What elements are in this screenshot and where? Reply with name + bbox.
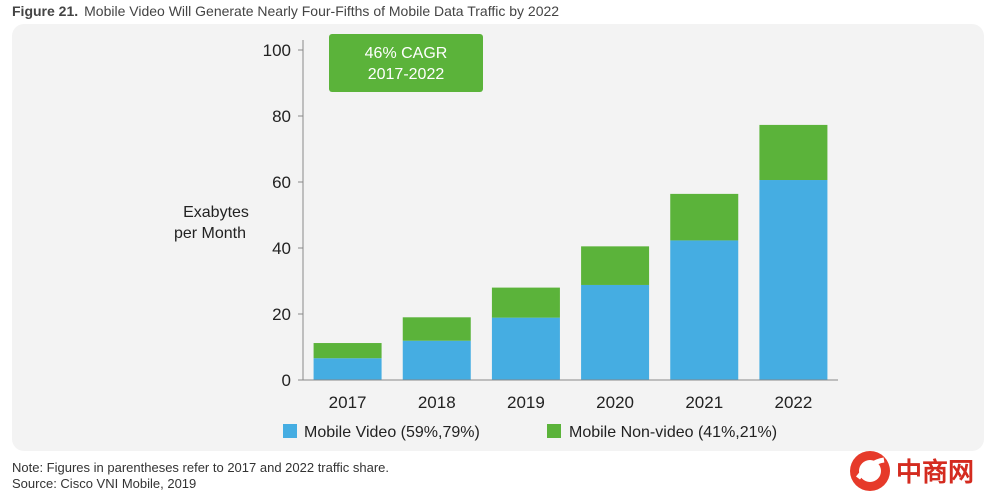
bar-mobile-video-2019 [491, 317, 560, 380]
x-tick-label-2019: 2019 [507, 393, 545, 412]
x-tick-label-2022: 2022 [775, 393, 813, 412]
legend-label-mobile-non-video: Mobile Non-video (41%,21%) [569, 424, 777, 441]
x-axis-labels: 2017 2018 2019 2020 2021 2022 [329, 393, 813, 412]
legend-swatch-mobile-non-video [547, 424, 561, 438]
legend: Mobile Video (59%,79%) Mobile Non-video … [283, 424, 777, 441]
bar-mobile-non-video-2022 [759, 124, 828, 181]
bars-group [313, 124, 828, 380]
stacked-bar-chart: Exabytes per Month 0 20 40 60 80 100 2017 2018… [174, 34, 838, 441]
figure-number: Figure 21. [12, 3, 79, 19]
cagr-callout-box [329, 34, 483, 92]
y-axis-title-line-1: Exabytes [183, 204, 249, 221]
zhongshang-logo: 中商网 [850, 451, 974, 491]
legend-label-mobile-video: Mobile Video (59%,79%) [304, 424, 480, 441]
bar-mobile-video-2021 [670, 240, 739, 380]
bar-mobile-video-2017 [313, 358, 382, 380]
cagr-callout-line-1: 46% CAGR [365, 45, 448, 62]
figure-caption: Figure 21. Mobile Video Will Generate Nea… [12, 3, 559, 19]
logo-mark-inner-icon [859, 460, 881, 482]
cagr-callout: 46% CAGR 2017-2022 [329, 34, 483, 92]
bar-mobile-non-video-2020 [581, 246, 650, 285]
bar-mobile-non-video-2021 [670, 193, 739, 241]
y-tick-label: 100 [263, 41, 291, 60]
bar-mobile-non-video-2019 [491, 287, 560, 318]
y-tick-label: 0 [282, 371, 291, 390]
figure-title: Mobile Video Will Generate Nearly Four-F… [84, 3, 560, 19]
y-tick-label: 20 [272, 305, 291, 324]
legend-swatch-mobile-video [283, 424, 297, 438]
x-tick-label-2021: 2021 [685, 393, 723, 412]
footnotes: Note: Figures in parentheses refer to 20… [12, 460, 389, 492]
y-tick-label: 80 [272, 107, 291, 126]
source-text: Source: Cisco VNI Mobile, 2019 [12, 476, 197, 491]
x-tick-label-2020: 2020 [596, 393, 634, 412]
bar-mobile-non-video-2018 [402, 317, 471, 341]
logo-mark-swoosh-icon [856, 457, 885, 480]
bar-mobile-video-2022 [759, 180, 828, 380]
y-axis-title-line-2: per Month [174, 225, 246, 242]
bar-mobile-non-video-2017 [313, 343, 382, 359]
y-axis: 0 20 40 60 80 100 [263, 41, 303, 390]
x-tick-label-2017: 2017 [329, 393, 367, 412]
y-tick-label: 60 [272, 173, 291, 192]
x-tick-label-2018: 2018 [418, 393, 456, 412]
footnote-text: Note: Figures in parentheses refer to 20… [12, 460, 389, 475]
cagr-callout-line-2: 2017-2022 [368, 66, 445, 83]
y-tick-label: 40 [272, 239, 291, 258]
bar-mobile-video-2020 [581, 284, 650, 380]
logo-text: 中商网 [896, 457, 974, 488]
bar-mobile-video-2018 [402, 340, 471, 380]
